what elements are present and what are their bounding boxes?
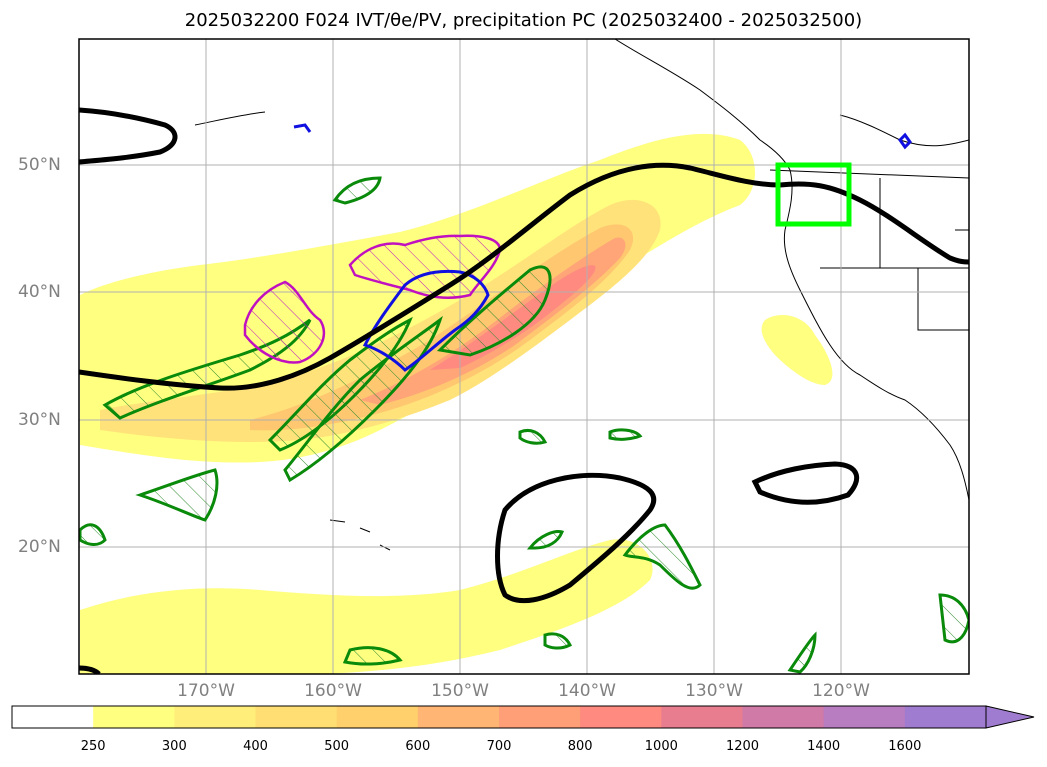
blue-contours — [293, 123, 912, 372]
ivt-band-250-coast — [761, 315, 833, 385]
lon-label-170w: 170°W — [177, 681, 235, 701]
colorbar-tick-label: 250 — [80, 739, 106, 754]
precip-contours — [79, 176, 969, 674]
colorbar-tick-label: 1000 — [644, 739, 678, 754]
lat-label-50n: 50°N — [18, 155, 61, 175]
map-plot — [78, 38, 970, 675]
colorbar-swatch — [661, 706, 743, 728]
colorbar-tick-label: 400 — [243, 739, 268, 754]
lon-label-160w: 160°W — [304, 681, 362, 701]
map-title: 2025032200 F024 IVT/θe/PV, precipitation… — [184, 10, 863, 31]
colorbar-swatch — [93, 706, 175, 728]
ivt-band-250-lower — [80, 539, 653, 674]
lon-label-130w: 130°W — [685, 681, 743, 701]
colorbar-tick-label: 600 — [405, 739, 431, 754]
colorbar — [11, 705, 1035, 729]
colorbar-tick-label: 1400 — [807, 739, 841, 754]
ivt-band-250 — [80, 133, 755, 463]
colorbar-swatches — [12, 706, 987, 728]
region-highlight-box — [775, 162, 852, 227]
pv-contours — [243, 234, 502, 364]
colorbar-swatch — [336, 706, 419, 728]
colorbar-swatch — [580, 706, 662, 728]
colorbar-swatch — [255, 706, 338, 728]
colorbar-tick-label: 700 — [486, 739, 512, 754]
theta-e-contours — [79, 107, 969, 674]
colorbar-swatch — [823, 706, 906, 728]
colorbar-tick-label: 1200 — [725, 739, 760, 754]
colorbar-swatch — [417, 706, 500, 728]
colorbar-swatch — [499, 706, 581, 728]
ivt-band-600 — [360, 237, 626, 405]
colorbar-swatch — [904, 706, 987, 728]
lon-label-140w: 140°W — [558, 681, 616, 701]
lat-label-30n: 30°N — [18, 410, 61, 430]
colorbar-tick-label: 500 — [324, 739, 350, 754]
coastlines — [194, 39, 969, 551]
lat-label-20n: 20°N — [18, 537, 61, 557]
colorbar-swatch — [174, 706, 256, 728]
colorbar-tick-label: 1600 — [888, 739, 922, 754]
colorbar-swatch — [742, 706, 825, 728]
colorbar-extend-arrow — [985, 705, 1035, 729]
colorbar-frame — [11, 705, 987, 729]
lon-label-150w: 150°W — [431, 681, 489, 701]
map-frame — [78, 38, 970, 675]
colorbar-tick-label: 300 — [161, 739, 187, 754]
colorbar-swatch — [12, 706, 94, 728]
colorbar-tick-label: 800 — [567, 739, 593, 754]
lat-label-40n: 40°N — [18, 282, 61, 302]
lon-label-120w: 120°W — [812, 681, 870, 701]
